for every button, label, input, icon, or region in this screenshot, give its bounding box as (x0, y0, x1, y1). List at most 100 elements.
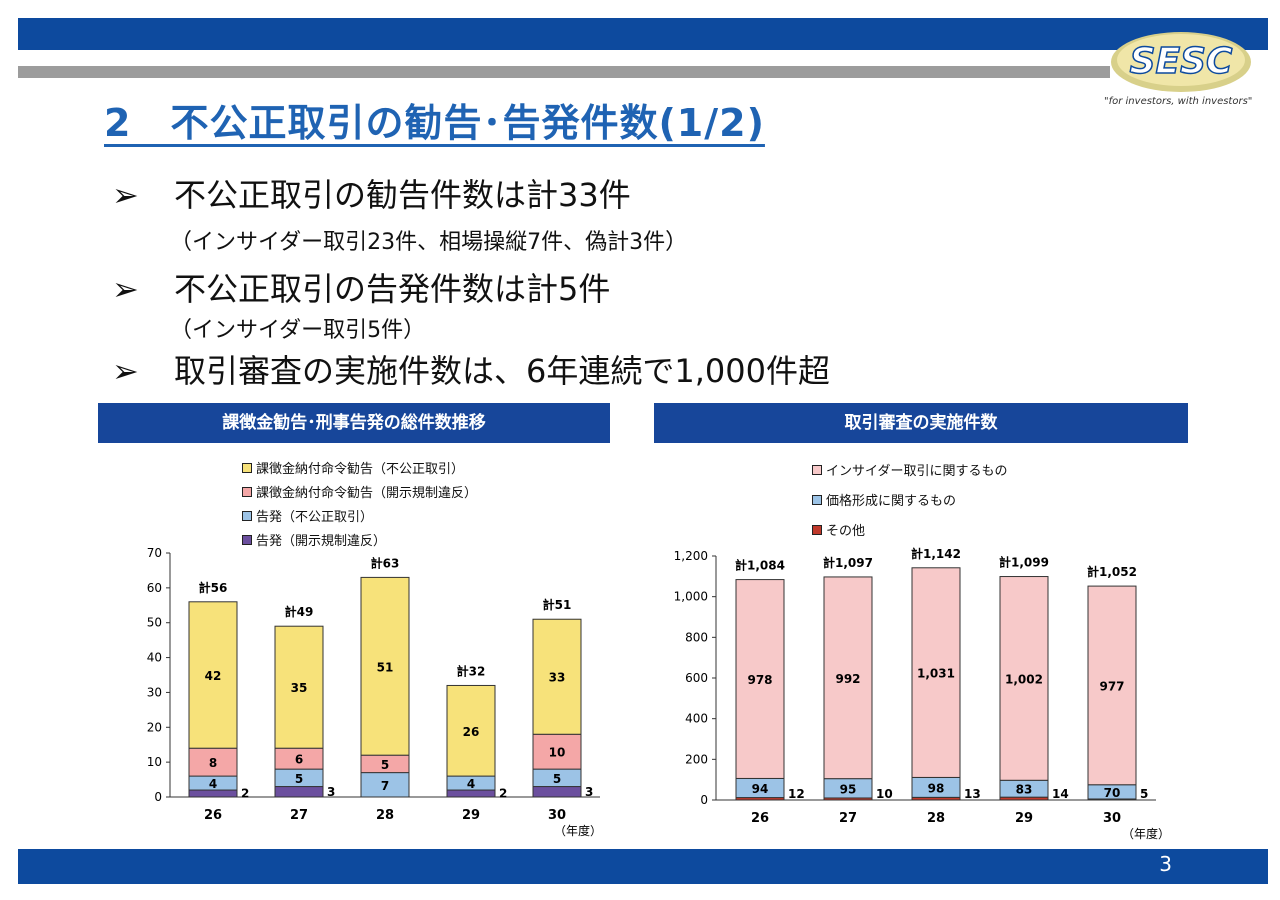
chart1-total-label: 計56 (199, 580, 228, 595)
chart1-legend-label: 課徴金納付命令勧告（不公正取引） (256, 462, 465, 477)
chart2-title: 取引審査の実施件数 (654, 403, 1188, 443)
slide-title: 2 不公正取引の勧告･告発件数(1/2) (104, 101, 765, 145)
chart1-x-unit-label: （年度） (554, 823, 602, 838)
chart1-bar-segment (188, 789, 238, 798)
chart1-total-label: 計51 (543, 597, 572, 612)
bullet-arrow-icon: ➢ (112, 352, 139, 390)
bullet-1-sub: （インサイダー取引23件、相場操縦7件、偽計3件） (170, 230, 688, 255)
chart1-bar-segment (446, 684, 496, 777)
chart2-bar-segment (999, 576, 1049, 781)
chart1-total-label: 計32 (457, 663, 486, 678)
chart2-x-tick-label: 27 (839, 811, 857, 826)
chart2-data-label: 5 (1140, 787, 1148, 801)
chart2-bar-segment (1087, 585, 1137, 786)
header-grey-band (18, 66, 1110, 78)
chart2-data-label: 992 (835, 672, 860, 686)
chart1-bar-segment (274, 786, 324, 798)
chart2-legend-item: その他 (812, 520, 865, 539)
chart1-y-tick-label: 50 (147, 616, 162, 630)
chart2-data-label: 10 (876, 787, 893, 801)
chart1-bar-segment (360, 772, 410, 798)
bullet-1: ➢ 不公正取引の勧告件数は計33件 (112, 170, 631, 216)
chart2-data-label: 1,031 (917, 667, 955, 681)
chart1-total-label: 計63 (371, 555, 400, 570)
chart2-data-label: 13 (964, 787, 981, 801)
chart1-data-label: 5 (381, 758, 389, 772)
chart1-data-label: 4 (467, 777, 475, 791)
chart1-legend: 課徴金納付命令勧告（不公正取引） 課徴金納付命令勧告（開示規制違反） 告発（不公正取… (242, 458, 542, 550)
chart2-bar-segment (735, 579, 785, 779)
chart1-data-label: 33 (549, 671, 566, 685)
page-number: 3 (1159, 852, 1172, 876)
chart2-legend-swatch (812, 464, 822, 475)
chart2-data-label: 14 (1052, 787, 1069, 801)
chart2-legend-label: その他 (826, 524, 866, 539)
bullet-2-text: 不公正取引の告発件数は計5件 (174, 270, 611, 308)
bullet-arrow-icon: ➢ (112, 176, 139, 214)
chart1-title: 課徴金勧告･刑事告発の総件数推移 (98, 403, 610, 443)
chart2-legend: インサイダー取引に関するもの 価格形成に関するもの その他 (812, 460, 1112, 540)
chart1-data-label: 51 (377, 660, 394, 674)
bullet-2-sub: （インサイダー取引5件） (170, 318, 426, 343)
chart2-data-label: 1,002 (1005, 672, 1043, 686)
chart1-legend-swatch (242, 462, 252, 473)
chart1-x-tick-label: 26 (204, 808, 222, 823)
chart2-data-label: 978 (747, 673, 772, 687)
chart2-total-label: 計1,084 (735, 558, 785, 573)
chart2-legend-item: 価格形成に関するもの (812, 490, 956, 509)
chart2-x-tick-label: 29 (1015, 811, 1033, 826)
chart1-legend-label: 告発（不公正取引） (256, 510, 374, 525)
chart2-data-label: 94 (752, 782, 769, 796)
chart2-legend-label: 価格形成に関するもの (826, 494, 957, 509)
chart2-data-label: 12 (788, 787, 805, 801)
chart2-total-label: 計1,142 (911, 546, 961, 561)
chart2-data-label: 98 (928, 781, 945, 795)
chart1-data-label: 3 (327, 785, 335, 799)
logo-text: SESC (1130, 41, 1233, 82)
chart2-data-label: 83 (1016, 783, 1033, 797)
chart1-legend-swatch (242, 534, 252, 545)
chart1-data-label: 2 (241, 787, 249, 801)
chart1-y-tick-label: 0 (154, 790, 162, 804)
chart2-legend-swatch (812, 524, 822, 535)
chart2-data-label: 70 (1104, 786, 1121, 800)
chart2-x-tick-label: 28 (927, 811, 945, 826)
chart1-legend-label: 課徴金納付命令勧告（開示規制違反） (256, 486, 478, 501)
chart1-bar-segment (446, 789, 496, 798)
bullet-1-text: 不公正取引の勧告件数は計33件 (174, 176, 631, 214)
chart2-y-tick-label: 1,000 (674, 590, 708, 604)
sesc-logo: SESC (1111, 32, 1251, 92)
chart2-legend-swatch (812, 494, 822, 505)
chart1-data-label: 6 (295, 753, 303, 767)
chart1-total-label: 計49 (285, 604, 314, 619)
chart1-data-label: 3 (585, 785, 593, 799)
chart1-legend-swatch (242, 510, 252, 521)
chart2-y-tick-label: 0 (700, 793, 708, 807)
chart1-legend-item: 課徴金納付命令勧告（開示規制違反） (242, 482, 477, 501)
chart1-data-label: 7 (381, 779, 389, 793)
chart2-y-tick-label: 800 (685, 630, 708, 644)
chart2-total-label: 計1,052 (1087, 564, 1137, 579)
chart2-legend-label: インサイダー取引に関するもの (826, 464, 1008, 479)
bullet-3-text: 取引審査の実施件数は、6年連続で1,000件超 (174, 352, 830, 390)
chart1-bar-segment (188, 747, 238, 777)
logo-tagline: "for investors, with investors" (1104, 96, 1253, 107)
chart1-y-tick-label: 40 (147, 651, 162, 665)
chart2-bar-segment (911, 567, 961, 778)
chart1-data-label: 5 (553, 772, 561, 786)
chart1-legend-label: 告発（開示規制違反） (256, 534, 387, 549)
chart1-x-tick-label: 29 (462, 808, 480, 823)
chart1-plot: 01020304050607024842計562635635計49277551計… (147, 546, 602, 838)
chart2-y-tick-label: 1,200 (674, 549, 708, 563)
footer-band (18, 849, 1268, 884)
chart1-data-label: 8 (209, 756, 217, 770)
chart2-plot: 0 200 400 600 800 1,000 1,200 12 94 978 計1,084 26 10… (674, 546, 1170, 841)
chart2-x-unit-label: （年度） (1122, 826, 1170, 841)
chart1-y-tick-label: 20 (147, 720, 162, 734)
chart1-data-label: 42 (205, 669, 222, 683)
chart1-x-tick-label: 27 (290, 808, 308, 823)
header-band (18, 18, 1268, 50)
chart1-data-label: 26 (463, 725, 480, 739)
chart2-y-tick-label: 200 (685, 752, 708, 766)
chart1-bar-segment (532, 733, 582, 770)
